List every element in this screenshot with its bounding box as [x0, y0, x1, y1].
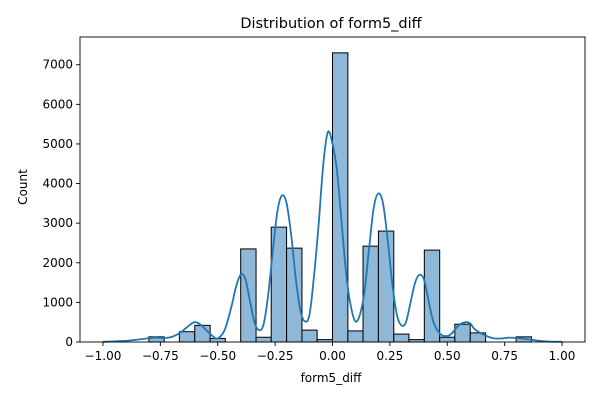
histogram-bar	[194, 324, 211, 343]
y-tick-label: 6000	[42, 97, 73, 111]
histogram-bar	[301, 329, 318, 343]
y-tick-label: 3000	[42, 216, 73, 230]
y-tick-label: 0	[65, 335, 73, 349]
histogram-bar	[255, 336, 272, 343]
histogram-bar	[377, 230, 395, 343]
x-tick-label: 0.75	[491, 349, 518, 363]
x-tick-label: 0.50	[434, 349, 461, 363]
x-tick-label: 0.25	[377, 349, 404, 363]
y-tick-label: 2000	[42, 256, 73, 270]
y-tick-label: 1000	[42, 295, 73, 309]
x-tick-label: −0.50	[199, 349, 236, 363]
y-tick-label: 4000	[42, 177, 73, 191]
histogram-bar	[393, 333, 410, 343]
y-tick-label: 5000	[42, 137, 73, 151]
x-axis: −1.00 −0.75 −0.50 −0.25 0.00 0.25 0.50 0.75 1.00	[85, 342, 576, 363]
kde-line	[102, 130, 563, 343]
x-tick-label: −0.75	[142, 349, 179, 363]
histogram-bar	[347, 330, 364, 343]
y-axis-title: Count	[16, 169, 30, 205]
x-tick-label: 0.00	[319, 349, 346, 363]
histogram-bar	[362, 245, 379, 343]
x-tick-label: 1.00	[549, 349, 576, 363]
x-tick-label: −0.25	[257, 349, 294, 363]
x-tick-label: −1.00	[85, 349, 122, 363]
chart-title: Distribution of form5_diff	[240, 16, 422, 32]
histogram-bar	[439, 336, 456, 343]
y-tick-label: 7000	[42, 58, 73, 72]
histogram-bar	[423, 249, 441, 343]
x-axis-title: form5_diff	[301, 371, 363, 385]
histogram-bar	[178, 331, 196, 343]
y-axis: 0 1000 2000 3000 4000 5000 6000 7000	[42, 58, 80, 349]
